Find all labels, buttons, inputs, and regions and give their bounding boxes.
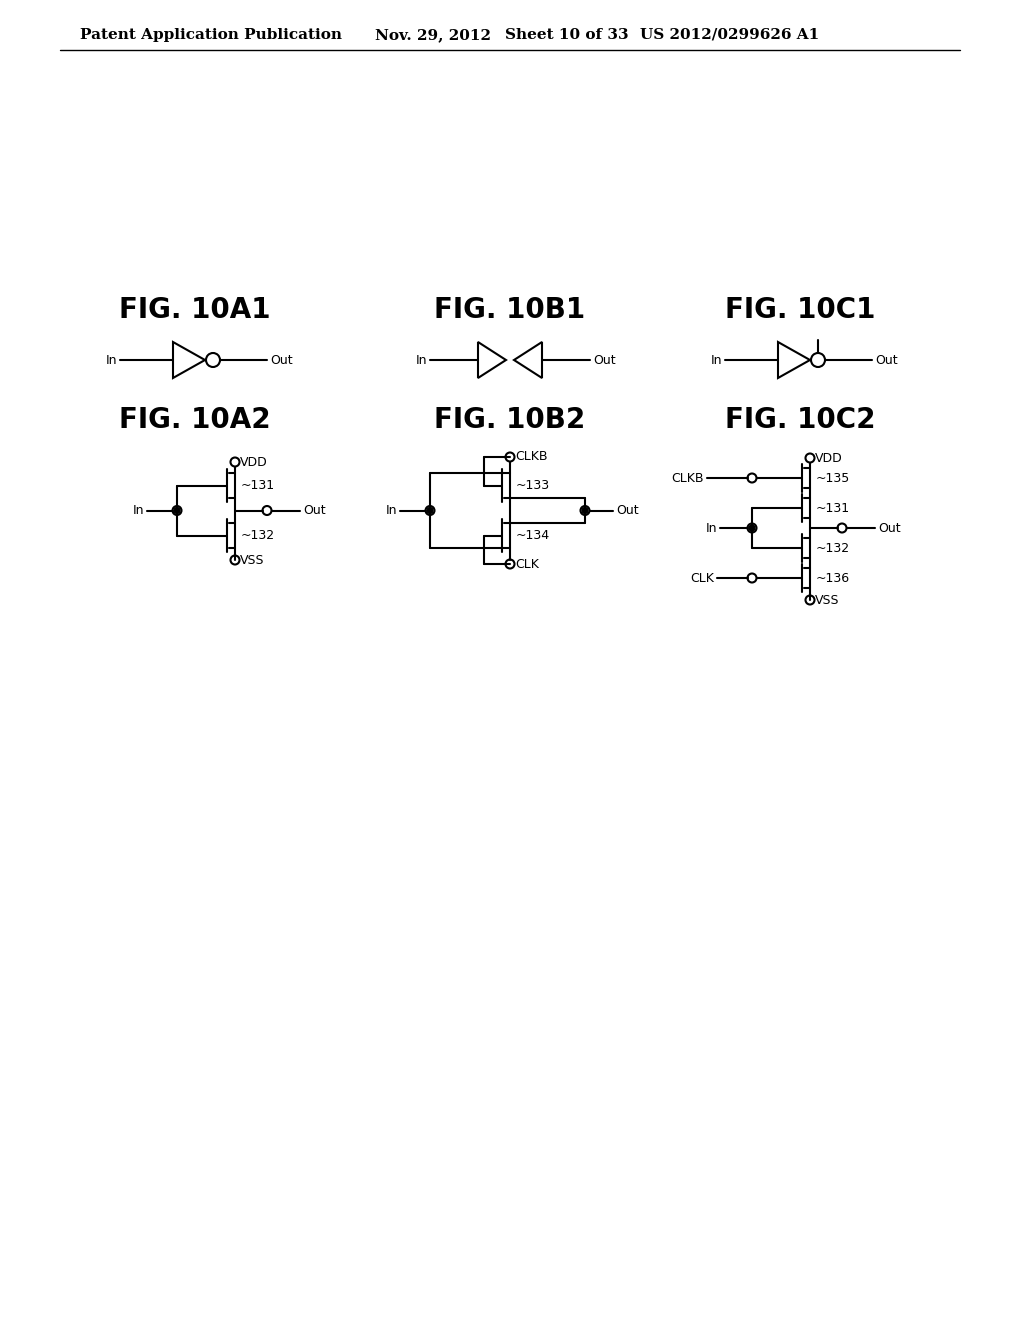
Text: FIG. 10C2: FIG. 10C2: [725, 407, 876, 434]
Text: In: In: [706, 521, 717, 535]
Text: In: In: [105, 354, 117, 367]
Text: In: In: [711, 354, 722, 367]
Text: CLKB: CLKB: [672, 471, 705, 484]
Circle shape: [582, 507, 588, 513]
Text: ~135: ~135: [816, 471, 850, 484]
Text: VSS: VSS: [815, 594, 840, 606]
Text: US 2012/0299626 A1: US 2012/0299626 A1: [640, 28, 819, 42]
Text: CLK: CLK: [690, 572, 714, 585]
Text: CLKB: CLKB: [515, 450, 548, 463]
Text: Out: Out: [874, 354, 898, 367]
Text: In: In: [132, 504, 144, 517]
Text: ~133: ~133: [516, 479, 550, 492]
Text: ~136: ~136: [816, 572, 850, 585]
Text: Nov. 29, 2012: Nov. 29, 2012: [375, 28, 490, 42]
Text: Out: Out: [616, 504, 639, 517]
Text: FIG. 10C1: FIG. 10C1: [725, 296, 876, 323]
Circle shape: [427, 507, 433, 513]
Text: Out: Out: [270, 354, 293, 367]
Text: FIG. 10B1: FIG. 10B1: [434, 296, 586, 323]
Text: Sheet 10 of 33: Sheet 10 of 33: [505, 28, 629, 42]
Circle shape: [174, 507, 180, 513]
Text: Out: Out: [303, 504, 326, 517]
Circle shape: [749, 525, 755, 531]
Text: Out: Out: [593, 354, 615, 367]
Text: Out: Out: [878, 521, 901, 535]
Text: In: In: [385, 504, 397, 517]
Text: ~132: ~132: [241, 529, 275, 543]
Text: VSS: VSS: [240, 553, 264, 566]
Text: Patent Application Publication: Patent Application Publication: [80, 28, 342, 42]
Text: VDD: VDD: [815, 451, 843, 465]
Text: ~132: ~132: [816, 541, 850, 554]
Text: FIG. 10B2: FIG. 10B2: [434, 407, 586, 434]
Text: VDD: VDD: [240, 455, 267, 469]
Text: CLK: CLK: [515, 557, 539, 570]
Text: ~134: ~134: [516, 529, 550, 543]
Text: In: In: [416, 354, 427, 367]
Text: ~131: ~131: [816, 502, 850, 515]
Text: ~131: ~131: [241, 479, 275, 492]
Text: FIG. 10A2: FIG. 10A2: [119, 407, 270, 434]
Text: FIG. 10A1: FIG. 10A1: [119, 296, 270, 323]
